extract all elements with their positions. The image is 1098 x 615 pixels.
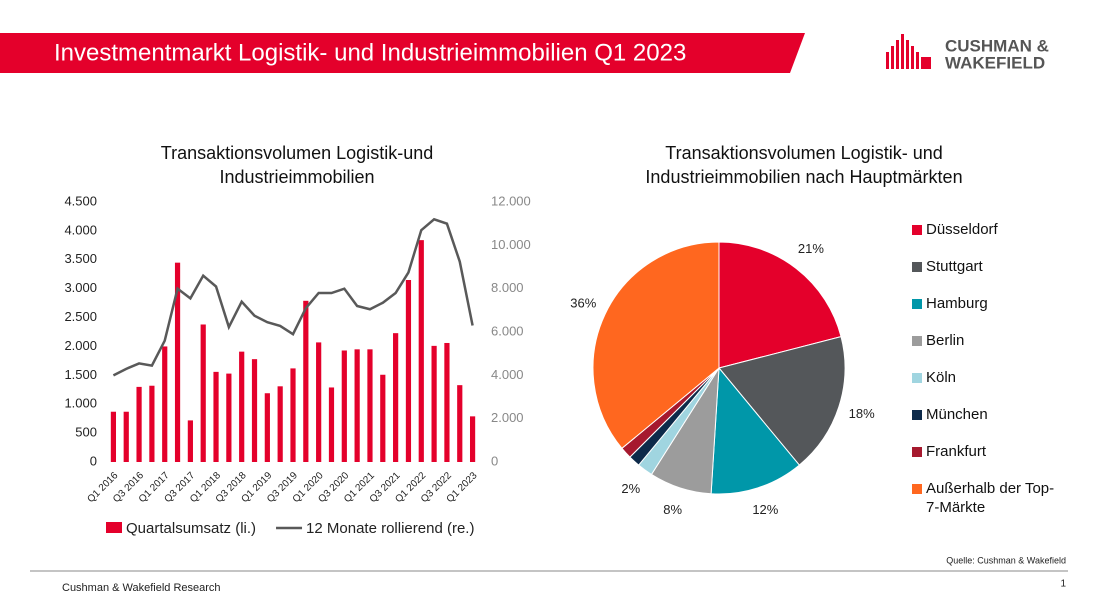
header-title: Investmentmarkt Logistik- und Industriei… [54, 39, 686, 66]
y2-tick-label: 6.000 [491, 323, 524, 338]
legend-label: Außerhalb der Top-7-Märkte [926, 480, 1055, 516]
bar [367, 349, 373, 462]
y-tick-label: 2.000 [64, 338, 97, 353]
bar [136, 386, 142, 462]
y2-tick-label: 2.000 [491, 410, 524, 425]
legend-swatch [912, 484, 922, 494]
chart-title: Transaktionsvolumen Logistik- und Indust… [645, 143, 963, 187]
pie-slice [718, 241, 842, 369]
bar [251, 359, 258, 462]
data-label: 8% [663, 502, 682, 517]
logo-text: CUSHMAN & [945, 36, 1049, 55]
legend-label: Quartalsumsatz (li.) [126, 520, 256, 537]
bar [149, 385, 155, 462]
legend-swatch [912, 336, 922, 346]
legend-swatch [912, 262, 922, 272]
y-tick-label: 3.500 [64, 251, 97, 266]
bar [200, 324, 206, 462]
bar [444, 342, 450, 462]
bar [393, 333, 399, 462]
header-banner [0, 33, 805, 73]
legend-label: Frankfurt [926, 443, 987, 460]
bar [341, 350, 347, 462]
bar [110, 411, 117, 462]
y-tick-label: 2.500 [64, 309, 97, 324]
bar [239, 351, 245, 462]
y2-tick-label: 12.000 [491, 193, 531, 208]
legend-label: Köln [926, 369, 957, 386]
bar [380, 374, 386, 462]
bar [213, 371, 219, 462]
bar [418, 240, 424, 462]
legend-swatch [912, 410, 922, 420]
bar [277, 386, 283, 462]
bar [316, 342, 322, 462]
legend-swatch [912, 373, 922, 383]
pie-slice [718, 336, 846, 466]
legend-label: Hamburg [926, 295, 988, 312]
bar [405, 280, 412, 462]
y-tick-label: 1.000 [64, 396, 97, 411]
legend-label: München [926, 406, 988, 423]
bar [174, 262, 181, 462]
pie-slice [710, 366, 801, 495]
legend-swatch [912, 299, 922, 309]
data-label: 2% [621, 481, 640, 496]
data-label: 18% [849, 406, 875, 421]
bar [328, 387, 335, 462]
y-tick-label: 0 [90, 453, 97, 468]
bar [226, 373, 232, 462]
y-tick-label: 4.000 [64, 222, 97, 237]
y2-tick-label: 10.000 [491, 237, 531, 252]
bar [303, 300, 309, 462]
logo-icon [886, 34, 931, 69]
chart-title: Transaktionsvolumen Logistik-und Industr… [160, 143, 434, 187]
y2-tick-label: 8.000 [491, 280, 524, 295]
bar [162, 346, 168, 462]
bar [354, 349, 360, 462]
bar [469, 416, 476, 462]
y2-tick-label: 4.000 [491, 367, 524, 382]
y-tick-label: 4.500 [64, 193, 97, 208]
y2-tick-label: 0 [491, 453, 498, 468]
bar [290, 368, 296, 462]
bar [431, 345, 437, 462]
legend-swatch [912, 225, 922, 235]
legend-swatch [106, 522, 122, 533]
y-tick-label: 3.000 [64, 280, 97, 295]
footer-text: Cushman & Wakefield Research [62, 582, 221, 594]
data-label: 36% [570, 296, 596, 311]
legend-label: Düsseldorf [926, 221, 998, 238]
legend-label: Berlin [926, 332, 965, 349]
page-number: 1 [1060, 579, 1066, 590]
y-tick-label: 500 [75, 425, 97, 440]
data-label: 12% [752, 502, 778, 517]
pie-slice [592, 241, 720, 450]
line [112, 217, 474, 377]
y-tick-label: 1.500 [64, 367, 97, 382]
data-label: 21% [798, 241, 824, 256]
source: Quelle: Cushman & Wakefield [946, 555, 1066, 565]
legend-label: 12 Monate rollierend (re.) [306, 520, 474, 537]
legend-label: Stuttgart [926, 258, 983, 275]
bar [187, 420, 193, 462]
legend-swatch [912, 447, 922, 457]
bar [264, 393, 270, 462]
logo-text: WAKEFIELD [945, 53, 1045, 72]
bar [457, 385, 463, 462]
bar [123, 411, 129, 462]
